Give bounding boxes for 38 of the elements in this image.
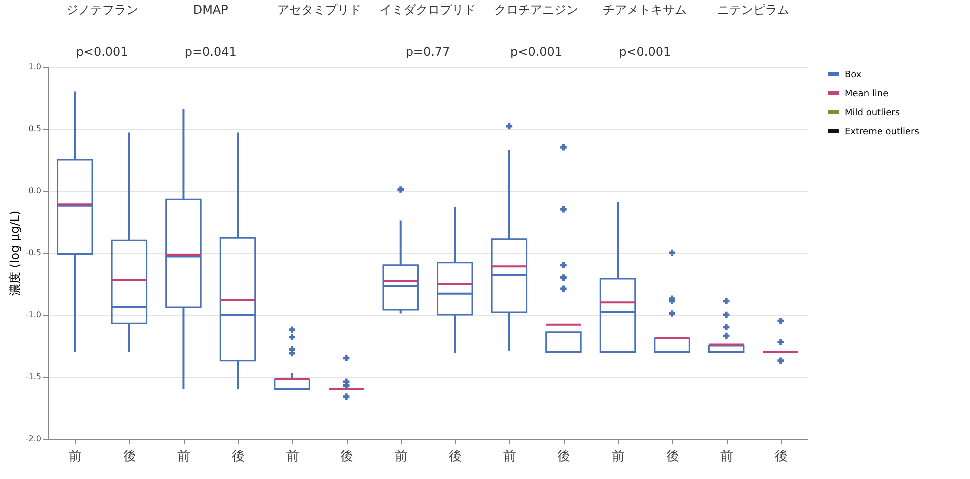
x-tick-label: 前: [720, 450, 734, 464]
x-tick-label: 前: [69, 450, 82, 464]
text: チアメトキサム: [603, 3, 688, 17]
x-tick-label: 後: [666, 450, 680, 464]
legend-label: Box: [845, 70, 862, 80]
x-tick-label: 後: [232, 450, 245, 464]
text: p<0.001: [76, 45, 128, 59]
x-tick-label: 前: [286, 450, 300, 464]
text: ニテンピラム: [718, 3, 790, 17]
text: ジノテフラン: [66, 3, 138, 17]
x-tick-label: 前: [503, 450, 516, 464]
text: p=0.77: [406, 45, 450, 59]
text: p=0.041: [184, 45, 237, 59]
x-tick-label: 前: [178, 450, 191, 464]
y-axis-title: 濃度 (log µg/L): [8, 210, 22, 296]
y-tick-label: -1.5: [26, 372, 42, 382]
x-tick-label: 後: [449, 450, 462, 464]
text: DMAP: [193, 3, 228, 17]
y-tick-label: -2.0: [26, 434, 42, 444]
legend-label: Mild outliers: [845, 108, 900, 118]
x-tick-label: 前: [394, 450, 408, 464]
y-tick-label: 0.5: [28, 124, 42, 134]
y-tick-label: 0.0: [28, 186, 42, 196]
legend-label: Extreme outliers: [845, 128, 920, 138]
text: p<0.001: [510, 45, 563, 59]
x-tick-label: 後: [340, 450, 354, 464]
text: イミダクロプリド: [380, 3, 476, 17]
y-tick-label: -0.5: [26, 248, 42, 258]
y-tick-label: -1.0: [26, 310, 42, 320]
text: p<0.001: [619, 45, 672, 59]
legend-label: Mean line: [845, 90, 890, 100]
text: クロチアニジン: [494, 3, 579, 17]
x-tick-label: 後: [774, 450, 788, 464]
y-tick-label: 1.0: [28, 62, 42, 72]
x-tick-label: 後: [558, 450, 571, 464]
x-tick-label: 前: [612, 450, 625, 464]
text: アセタミプリド: [277, 3, 362, 17]
x-tick-label: 後: [123, 450, 136, 464]
